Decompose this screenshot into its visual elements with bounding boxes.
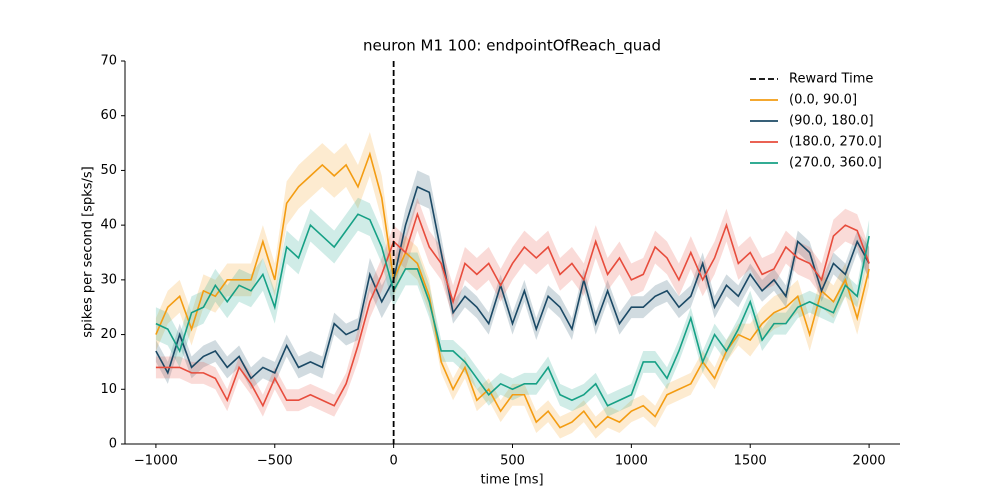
y-tick-label: 10	[100, 382, 117, 397]
error-band	[155, 170, 870, 390]
chart-title: neuron M1 100: endpointOfReach_quad	[363, 37, 661, 56]
legend-label: (0.0, 90.0]	[789, 93, 857, 108]
x-tick-label: −500	[257, 454, 293, 469]
error-band	[155, 197, 870, 417]
y-tick-label: 70	[100, 54, 117, 69]
y-tick-label: 0	[109, 437, 117, 452]
line	[155, 185, 870, 380]
x-axis-label: time [ms]	[480, 473, 543, 488]
x-tick-label: 1500	[734, 454, 767, 469]
line	[155, 213, 870, 407]
x-tick-label: 1000	[615, 454, 648, 469]
y-tick-label: 40	[100, 218, 117, 233]
y-tick-label: 20	[100, 327, 117, 342]
x-tick-label: 500	[500, 454, 525, 469]
x-tick-label: 2000	[853, 454, 886, 469]
legend-label: (90.0, 180.0]	[789, 114, 874, 129]
legend-label: (180.0, 270.0]	[789, 135, 882, 150]
line	[155, 211, 870, 408]
x-tick-label: −1000	[134, 454, 178, 469]
y-tick-label: 30	[100, 272, 117, 287]
legend-label: Reward Time	[789, 72, 873, 87]
y-axis-label: spikes per second [spks/s]	[81, 166, 96, 337]
line	[155, 151, 870, 429]
y-tick-label: 50	[100, 163, 117, 178]
x-tick-label: 0	[389, 454, 397, 469]
y-tick-label: 60	[100, 108, 117, 123]
legend-label: (270.0, 360.0]	[789, 156, 882, 171]
